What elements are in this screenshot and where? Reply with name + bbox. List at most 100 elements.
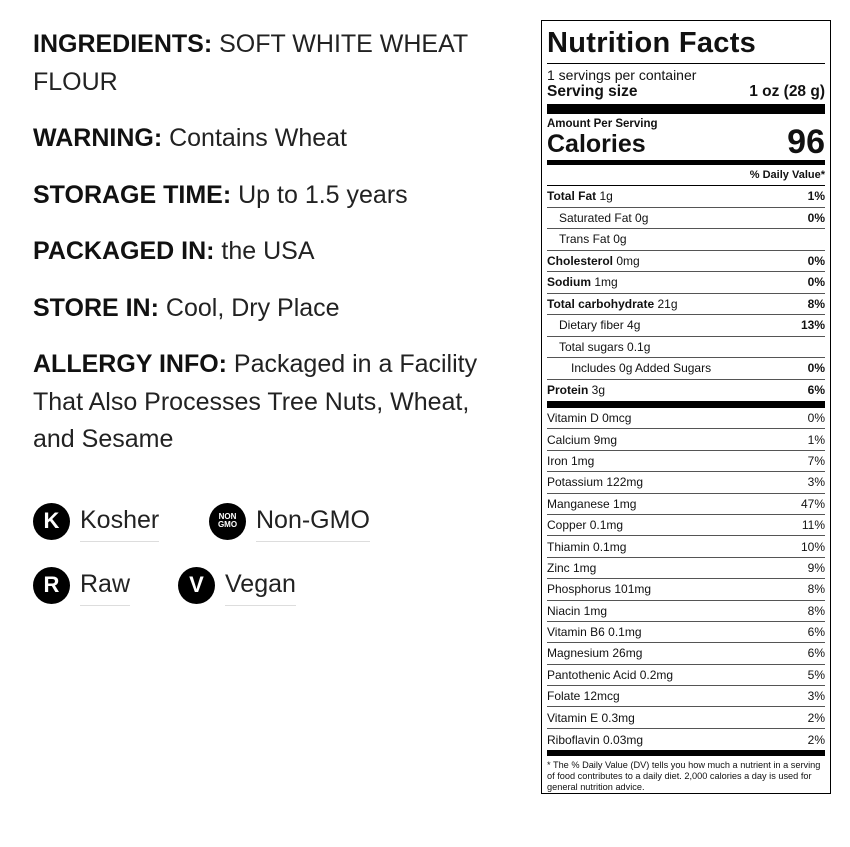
- vitamin-daily-value: 8%: [807, 582, 825, 597]
- nutrient-row: Saturated Fat 0g 0%: [547, 208, 825, 229]
- vitamin-daily-value: 9%: [807, 560, 825, 575]
- nutrient-amount: 1mg: [591, 275, 618, 290]
- nutrition-facts-label: Nutrition Facts 1 servings per container…: [541, 20, 831, 794]
- nutrient-label: Protein: [547, 383, 589, 398]
- nutrient-daily-value: 8%: [807, 296, 825, 311]
- vitamin-daily-value: 5%: [807, 667, 825, 682]
- serving-size-row: Serving size 1 oz (28 g): [547, 83, 825, 101]
- nutrient-daily-value: 6%: [807, 383, 825, 398]
- nutrient-name: Dietary fiber 4g: [559, 318, 641, 333]
- vitamin-name: Niacin 1mg: [547, 603, 608, 618]
- nutrient-name: Includes 0g Added Sugars: [571, 361, 712, 376]
- non-gmo-icon-bottom: GMO: [217, 520, 238, 529]
- nutrient-name: Protein 3g: [547, 383, 605, 397]
- nutrient-row: Trans Fat 0g: [547, 229, 825, 251]
- nutrient-row: Total carbohydrate 21g 8%: [547, 294, 825, 315]
- vitamin-daily-value: 11%: [801, 518, 825, 533]
- nutrient-name: Total carbohydrate 21g: [547, 297, 678, 311]
- nutrient-daily-value: 0%: [807, 253, 825, 268]
- vitamin-row: Phosphorus 101mg 8%: [547, 579, 825, 601]
- ingredients: INGREDIENTS: SOFT WHITE WHEAT FLOUR: [33, 26, 513, 101]
- nutrient-daily-value: 0%: [807, 361, 825, 376]
- ingredients-label: INGREDIENTS:: [33, 30, 213, 58]
- vitamin-row: Zinc 1mg 9%: [547, 558, 825, 580]
- vitamin-name: Vitamin E 0.3mg: [547, 710, 635, 725]
- vitamin-row: Calcium 9mg 1%: [547, 429, 825, 451]
- vitamin-name: Folate 12mcg: [547, 689, 620, 704]
- nutrient-label: Total Fat: [547, 189, 597, 204]
- vitamin-daily-value: 8%: [807, 603, 825, 618]
- badge-kosher: K Kosher: [33, 500, 160, 542]
- vitamin-name: Magnesium 26mg: [547, 646, 643, 661]
- vitamin-row: Iron 1mg 7%: [547, 451, 825, 473]
- nutrient-amount: 3g: [588, 383, 606, 398]
- allergy-info-label: ALLERGY INFO:: [33, 350, 227, 378]
- warning-text: Contains Wheat: [162, 124, 347, 152]
- nutrient-daily-value: 1%: [807, 189, 825, 204]
- nutrient-row: Includes 0g Added Sugars 0%: [547, 358, 825, 380]
- product-info: INGREDIENTS: SOFT WHITE WHEAT FLOUR WARN…: [33, 26, 513, 478]
- calories-label: Calories: [547, 130, 646, 158]
- daily-value-header: % Daily Value*: [547, 165, 825, 186]
- nutrient-amount: 21g: [654, 296, 678, 311]
- badge-vegan: V Vegan: [178, 564, 296, 606]
- nutrient-daily-value: 13%: [800, 318, 825, 333]
- allergy-info-text: Packaged in a Facility That Also Process…: [33, 350, 478, 453]
- thick-divider: [547, 104, 825, 114]
- nutrient-daily-value: 0%: [807, 210, 825, 225]
- serving-size-label: Serving size: [547, 83, 638, 100]
- store-in-label: STORE IN:: [33, 293, 159, 322]
- vitamin-name: Thiamin 0.1mg: [547, 539, 627, 554]
- badge-raw: R Raw: [33, 564, 131, 606]
- vitamin-daily-value: 3%: [807, 475, 825, 490]
- nutrition-facts-title: Nutrition Facts: [547, 27, 757, 59]
- vitamin-row: Vitamin B6 0.1mg 6%: [547, 622, 825, 644]
- store-in: STORE IN: Cool, Dry Place: [33, 290, 513, 328]
- storage-time: STORAGE TIME: Up to 1.5 years: [33, 177, 513, 215]
- vitamin-daily-value: 6%: [807, 625, 825, 640]
- raw-icon: R: [33, 566, 70, 604]
- nutrient-row: Protein 3g 6%: [547, 380, 825, 402]
- ingredients-text: SOFT WHITE WHEAT FLOUR: [33, 30, 468, 96]
- vitamin-row: Pantothenic Acid 0.2mg 5%: [547, 665, 825, 687]
- nutrient-name: Saturated Fat 0g: [559, 210, 649, 225]
- badge-label: Raw: [80, 570, 131, 606]
- vitamin-name: Calcium 9mg: [547, 432, 618, 447]
- storage-time-label: STORAGE TIME:: [33, 180, 232, 209]
- vitamin-name: Copper 0.1mg: [547, 518, 624, 533]
- nutrient-label: Total carbohydrate: [547, 296, 655, 311]
- badge-label: Non-GMO: [256, 506, 370, 542]
- vitamin-name: Riboflavin 0.03mg: [547, 732, 644, 747]
- vitamin-name: Iron 1mg: [547, 453, 595, 468]
- vitamin-name: Pantothenic Acid 0.2mg: [547, 667, 674, 682]
- nutrient-row: Total sugars 0.1g: [547, 337, 825, 358]
- thick-divider: [547, 401, 825, 408]
- nutrient-list: Total Fat 1g 1% Saturated Fat 0g 0% Trans Fa…: [547, 186, 825, 401]
- vitamin-list: Vitamin D 0mcg 0% Calcium 9mg 1% Iron 1mg 7% P…: [547, 408, 825, 750]
- nutrient-label: Cholesterol: [547, 253, 614, 268]
- badge-non-gmo: NON GMO Non-GMO: [209, 500, 370, 542]
- nutrient-name: Trans Fat 0g: [559, 232, 627, 247]
- non-gmo-icon: NON GMO: [209, 502, 246, 540]
- footnote: * The % Daily Value (DV) tells you how m…: [547, 760, 821, 793]
- vitamin-name: Vitamin B6 0.1mg: [547, 625, 642, 640]
- vitamin-daily-value: 0%: [807, 411, 825, 426]
- vitamin-row: Potassium 122mg 3%: [547, 472, 825, 494]
- badge-label: Vegan: [225, 570, 296, 606]
- nutrient-row: Dietary fiber 4g 13%: [547, 315, 825, 337]
- badge-label: Kosher: [80, 506, 160, 542]
- nutrient-name: Cholesterol 0mg: [547, 254, 640, 268]
- nutrient-amount: 0mg: [613, 253, 640, 268]
- warning-label: WARNING:: [33, 124, 163, 152]
- nutrient-amount: 1g: [596, 189, 613, 204]
- non-gmo-icon-top: NON: [218, 512, 237, 521]
- calories-value: 96: [787, 123, 825, 161]
- kosher-icon: K: [33, 502, 70, 540]
- serving-size-value: 1 oz (28 g): [749, 83, 825, 100]
- nutrient-row: Total Fat 1g 1%: [547, 186, 825, 208]
- nutrient-name: Sodium 1mg: [547, 275, 618, 289]
- vitamin-row: Vitamin E 0.3mg 2%: [547, 707, 825, 729]
- allergy-info: ALLERGY INFO: Packaged in a Facility Tha…: [33, 346, 513, 459]
- nutrient-name: Total Fat 1g: [547, 189, 613, 203]
- vitamin-row: Thiamin 0.1mg 10%: [547, 536, 825, 558]
